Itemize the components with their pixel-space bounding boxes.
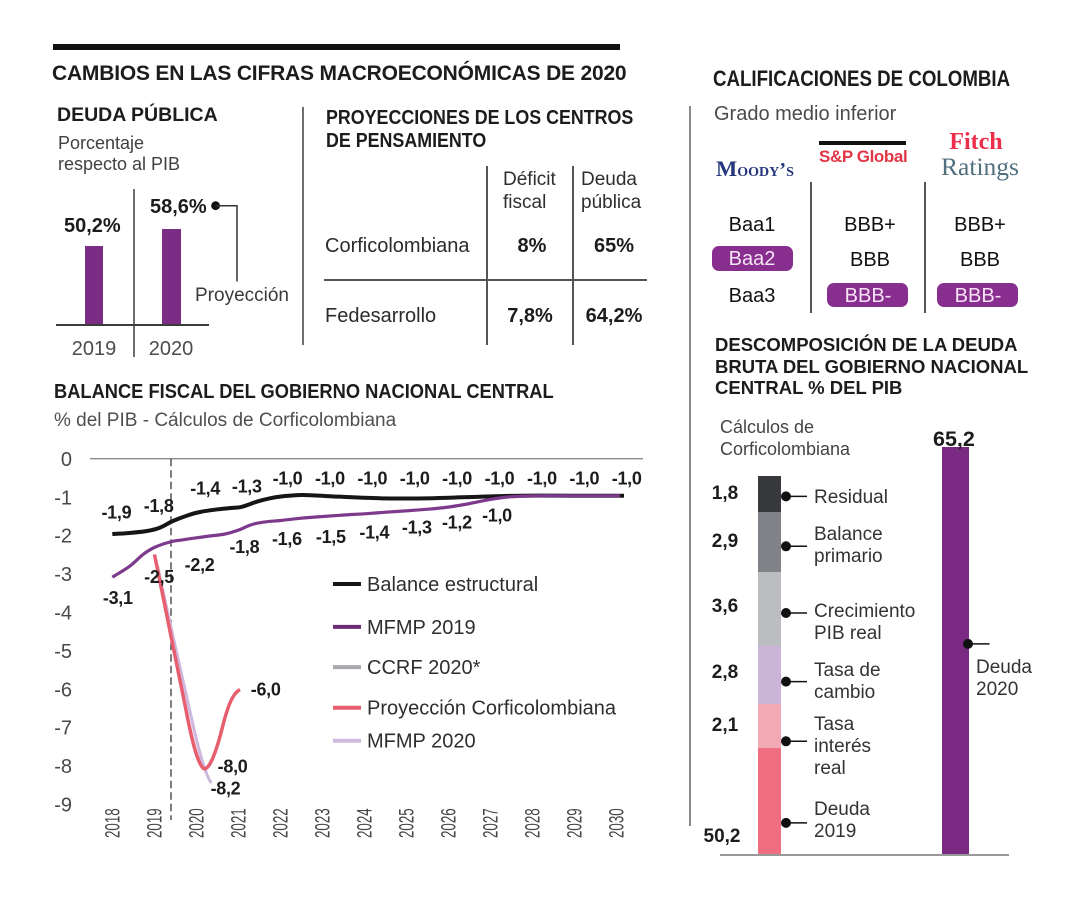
svg-text:-1,0: -1,0 — [569, 468, 599, 488]
svg-text:MFMP 2019: MFMP 2019 — [367, 617, 476, 639]
svg-text:-1,8: -1,8 — [144, 496, 174, 516]
svg-text:-2,5: -2,5 — [144, 567, 174, 587]
svg-text:-6: -6 — [54, 679, 72, 701]
svg-text:2024: 2024 — [352, 808, 376, 838]
svg-text:2029: 2029 — [562, 808, 586, 838]
svg-text:-1,5: -1,5 — [316, 527, 346, 547]
svg-text:-1,0: -1,0 — [442, 468, 472, 488]
svg-text:CCRF 2020*: CCRF 2020* — [367, 657, 481, 679]
svg-text:-1,0: -1,0 — [400, 468, 430, 488]
svg-text:-1,3: -1,3 — [232, 476, 262, 496]
svg-text:-1,0: -1,0 — [273, 468, 303, 488]
svg-text:-2: -2 — [54, 526, 72, 548]
svg-text:-1,6: -1,6 — [272, 529, 302, 549]
svg-text:-1,2: -1,2 — [442, 513, 472, 533]
svg-text:-4: -4 — [54, 603, 72, 625]
svg-text:-1,9: -1,9 — [101, 502, 131, 522]
svg-text:-1,0: -1,0 — [527, 468, 557, 488]
svg-text:-3,1: -3,1 — [103, 588, 133, 608]
svg-text:-1,0: -1,0 — [357, 468, 387, 488]
svg-text:2019: 2019 — [142, 808, 166, 838]
svg-text:-2,2: -2,2 — [185, 555, 215, 575]
svg-text:-1,3: -1,3 — [402, 517, 432, 537]
svg-text:-5: -5 — [54, 641, 72, 663]
svg-text:MFMP 2020: MFMP 2020 — [367, 731, 476, 753]
svg-text:-6,0: -6,0 — [251, 679, 281, 699]
svg-text:-8: -8 — [54, 756, 72, 778]
svg-text:-1,0: -1,0 — [612, 468, 642, 488]
svg-text:2023: 2023 — [310, 808, 334, 838]
svg-text:2026: 2026 — [436, 808, 460, 838]
svg-text:2025: 2025 — [394, 808, 418, 838]
svg-text:2030: 2030 — [604, 808, 628, 838]
svg-text:-1,4: -1,4 — [359, 523, 389, 543]
svg-text:-1,0: -1,0 — [315, 468, 345, 488]
svg-text:2020: 2020 — [184, 808, 208, 838]
svg-text:-1,4: -1,4 — [190, 479, 220, 499]
svg-text:2021: 2021 — [226, 808, 250, 838]
svg-text:Proyección Corficolombiana: Proyección Corficolombiana — [367, 698, 617, 720]
svg-text:-1,0: -1,0 — [482, 506, 512, 526]
svg-text:2018: 2018 — [100, 808, 124, 838]
svg-text:2022: 2022 — [268, 808, 292, 838]
svg-text:-3: -3 — [54, 564, 72, 586]
svg-text:Balance estructural: Balance estructural — [367, 574, 538, 596]
svg-text:-8,2: -8,2 — [211, 778, 241, 798]
svg-text:-7: -7 — [54, 718, 72, 740]
svg-text:2027: 2027 — [478, 808, 502, 838]
svg-text:-1,8: -1,8 — [229, 537, 259, 557]
svg-text:-9: -9 — [54, 795, 72, 817]
svg-text:2028: 2028 — [520, 808, 544, 838]
svg-text:0: 0 — [61, 449, 72, 471]
svg-text:-1: -1 — [54, 487, 72, 509]
svg-text:-1,0: -1,0 — [485, 468, 515, 488]
svg-text:-8,0: -8,0 — [218, 757, 248, 777]
